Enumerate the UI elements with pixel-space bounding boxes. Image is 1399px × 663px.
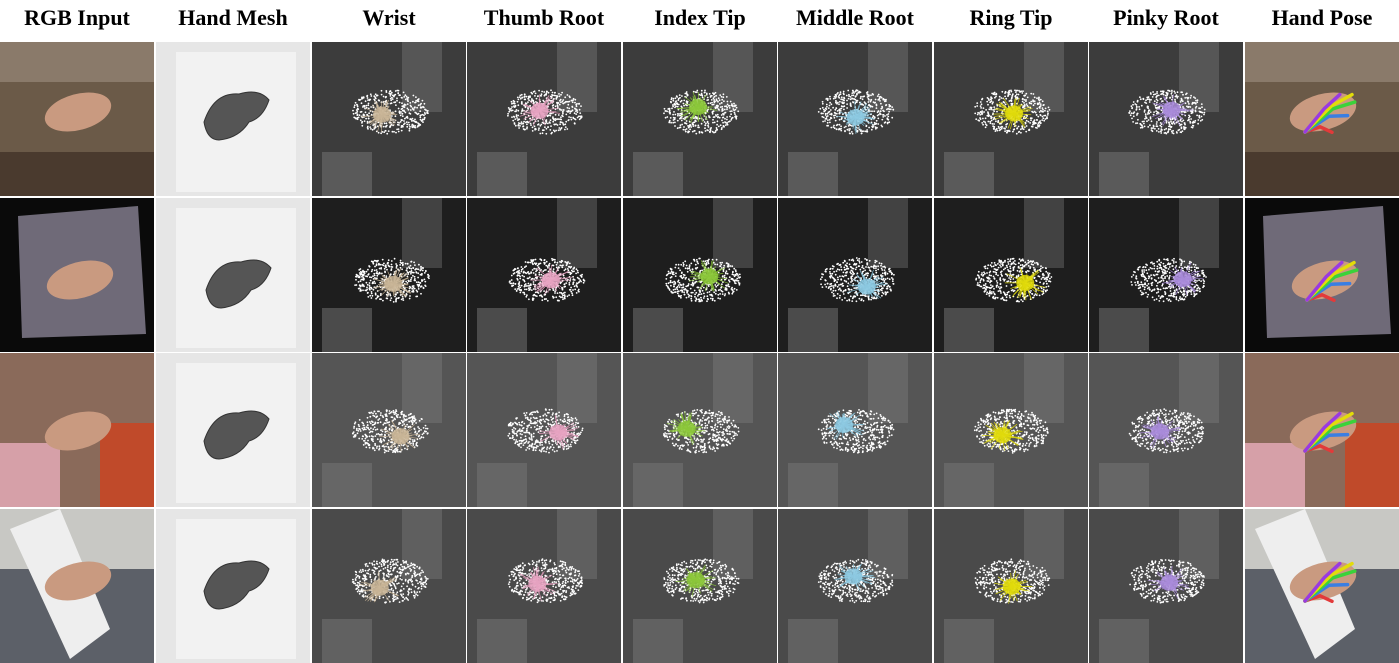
rgb-input-image-sample-2 bbox=[0, 198, 154, 352]
header-hand-pose: Hand Pose bbox=[1271, 5, 1373, 30]
header-rgb-input: RGB Input bbox=[24, 5, 130, 30]
hand-pose-image-sample-4 bbox=[1245, 509, 1399, 663]
header-pinky-root: Pinky Root bbox=[1113, 5, 1219, 30]
joint-heat-blob bbox=[1173, 271, 1192, 288]
joint-heat-blob bbox=[1160, 574, 1179, 591]
middle-root-image-sample-2 bbox=[778, 198, 932, 352]
joint-heat-blob bbox=[1016, 274, 1035, 291]
joint-heat-blob bbox=[1002, 578, 1021, 595]
joint-heat-blob bbox=[391, 428, 410, 445]
rgb-input-image-sample-1 bbox=[0, 42, 154, 196]
joint-heat-blob bbox=[384, 275, 403, 292]
skeleton-finger-line bbox=[1303, 561, 1342, 603]
rgb-input-image-sample-3 bbox=[0, 353, 154, 507]
header-hand-mesh: Hand Mesh bbox=[178, 5, 288, 30]
hand-mesh-shape bbox=[203, 560, 270, 610]
hand-mesh-shape bbox=[203, 91, 270, 141]
joint-heat-blob bbox=[1005, 105, 1024, 122]
header-middle-root: Middle Root bbox=[796, 5, 914, 30]
middle-root-image-sample-3 bbox=[778, 353, 932, 507]
header-wrist: Wrist bbox=[362, 5, 416, 30]
joint-heat-blob bbox=[689, 99, 708, 115]
hand-mesh-image-sample-3 bbox=[156, 353, 310, 507]
pinky-root-image-sample-1 bbox=[1089, 42, 1243, 196]
column-headers: RGB Input Hand Mesh Wrist Thumb Root Index T… bbox=[0, 0, 1399, 40]
joint-heat-blob bbox=[686, 572, 705, 589]
hand-pose-image-sample-2 bbox=[1245, 198, 1399, 352]
joint-heat-blob bbox=[549, 424, 568, 441]
joint-heat-blob bbox=[835, 417, 854, 433]
joint-heat-blob bbox=[857, 278, 876, 295]
pinky-root-image-sample-2 bbox=[1089, 198, 1243, 352]
hand-mesh-image-sample-2 bbox=[156, 198, 310, 352]
joint-heat-blob bbox=[370, 579, 389, 596]
header-ring-tip: Ring Tip bbox=[969, 5, 1053, 30]
joint-heat-blob bbox=[993, 427, 1012, 444]
hand-pose-image-sample-1 bbox=[1245, 42, 1399, 196]
middle-root-image-sample-1 bbox=[778, 42, 932, 196]
wrist-image-sample-1 bbox=[312, 42, 466, 196]
thumb-root-image-sample-3 bbox=[467, 353, 621, 507]
joint-heat-blob bbox=[846, 109, 865, 126]
thumb-root-image-sample-2 bbox=[467, 198, 621, 352]
hand-mesh-shape bbox=[203, 410, 270, 460]
skeleton-finger-line bbox=[1303, 411, 1342, 453]
joint-heat-blob bbox=[844, 568, 863, 585]
ring-tip-image-sample-1 bbox=[934, 42, 1088, 196]
index-tip-image-sample-3 bbox=[623, 353, 777, 507]
rgb-input-image-sample-4 bbox=[0, 509, 154, 663]
ring-tip-image-sample-2 bbox=[934, 198, 1088, 352]
hand-mesh-image-sample-4 bbox=[156, 509, 310, 663]
ring-tip-image-sample-4 bbox=[934, 509, 1088, 663]
index-tip-image-sample-4 bbox=[623, 509, 777, 663]
thumb-root-image-sample-1 bbox=[467, 42, 621, 196]
hand-pose-image-sample-3 bbox=[1245, 353, 1399, 507]
header-thumb-root: Thumb Root bbox=[483, 5, 605, 30]
pinky-root-image-sample-3 bbox=[1089, 353, 1243, 507]
thumb-root-image-sample-4 bbox=[467, 509, 621, 663]
wrist-image-sample-4 bbox=[312, 509, 466, 663]
joint-heat-blob bbox=[1151, 423, 1170, 440]
skeleton-finger-line bbox=[1303, 92, 1342, 134]
middle-root-image-sample-4 bbox=[778, 509, 932, 663]
joint-heat-blob bbox=[700, 268, 719, 285]
joint-heat-blob bbox=[528, 575, 547, 592]
joint-heat-blob bbox=[530, 102, 549, 119]
index-tip-image-sample-1 bbox=[623, 42, 777, 196]
wrist-image-sample-2 bbox=[312, 198, 466, 352]
wrist-image-sample-3 bbox=[312, 353, 466, 507]
index-tip-image-sample-2 bbox=[623, 198, 777, 352]
pinky-root-image-sample-4 bbox=[1089, 509, 1243, 663]
hand-mesh-shape bbox=[205, 259, 272, 309]
skeleton-finger-line bbox=[1305, 260, 1344, 302]
ring-tip-image-sample-3 bbox=[934, 353, 1088, 507]
joint-heat-blob bbox=[373, 106, 392, 123]
joint-heat-blob bbox=[1162, 101, 1181, 118]
header-index-tip: Index Tip bbox=[654, 5, 746, 30]
figure-grid bbox=[0, 42, 1399, 663]
joint-heat-blob bbox=[677, 420, 696, 437]
joint-heat-blob bbox=[541, 272, 560, 289]
hand-mesh-image-sample-1 bbox=[156, 42, 310, 196]
